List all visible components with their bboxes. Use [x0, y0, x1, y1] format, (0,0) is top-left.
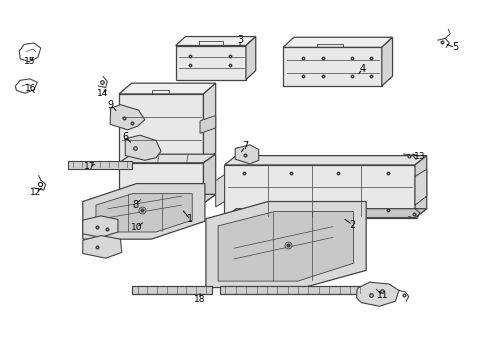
Polygon shape	[200, 116, 216, 134]
Text: 18: 18	[195, 294, 206, 303]
Polygon shape	[246, 37, 256, 80]
Polygon shape	[132, 286, 212, 294]
Polygon shape	[382, 37, 392, 86]
Polygon shape	[119, 154, 216, 163]
Polygon shape	[83, 216, 118, 237]
Polygon shape	[119, 94, 203, 163]
Text: 4: 4	[359, 64, 366, 74]
Text: 2: 2	[349, 220, 356, 230]
Text: 11: 11	[377, 291, 389, 300]
Text: 5: 5	[452, 42, 458, 52]
Text: 17: 17	[84, 162, 96, 171]
Polygon shape	[68, 161, 132, 168]
Polygon shape	[220, 286, 366, 294]
Polygon shape	[235, 145, 259, 164]
Polygon shape	[110, 105, 145, 130]
Text: 15: 15	[24, 57, 36, 66]
Text: 6: 6	[122, 132, 128, 142]
Polygon shape	[415, 156, 427, 218]
Polygon shape	[283, 37, 392, 47]
Polygon shape	[356, 282, 399, 306]
Polygon shape	[119, 194, 216, 203]
Polygon shape	[119, 83, 216, 94]
Text: 9: 9	[108, 100, 114, 110]
Text: 1: 1	[187, 215, 194, 224]
Polygon shape	[96, 194, 192, 232]
Polygon shape	[203, 154, 216, 203]
Polygon shape	[216, 175, 224, 207]
Text: 10: 10	[131, 223, 142, 232]
Polygon shape	[175, 45, 246, 80]
Text: 7: 7	[242, 141, 248, 151]
Polygon shape	[125, 135, 161, 160]
Polygon shape	[224, 156, 427, 165]
Polygon shape	[206, 202, 366, 288]
Polygon shape	[415, 169, 427, 205]
Polygon shape	[119, 163, 203, 203]
Text: 12: 12	[30, 188, 42, 197]
Text: 3: 3	[237, 35, 243, 45]
Polygon shape	[83, 235, 122, 258]
Polygon shape	[83, 184, 205, 239]
Polygon shape	[224, 209, 427, 218]
Text: 8: 8	[132, 200, 138, 210]
Polygon shape	[224, 165, 415, 218]
Text: 13: 13	[414, 152, 426, 161]
Polygon shape	[203, 83, 216, 163]
Polygon shape	[283, 47, 382, 86]
Polygon shape	[175, 37, 256, 45]
Polygon shape	[218, 212, 353, 281]
Text: 14: 14	[97, 89, 108, 98]
Text: 16: 16	[25, 84, 37, 93]
